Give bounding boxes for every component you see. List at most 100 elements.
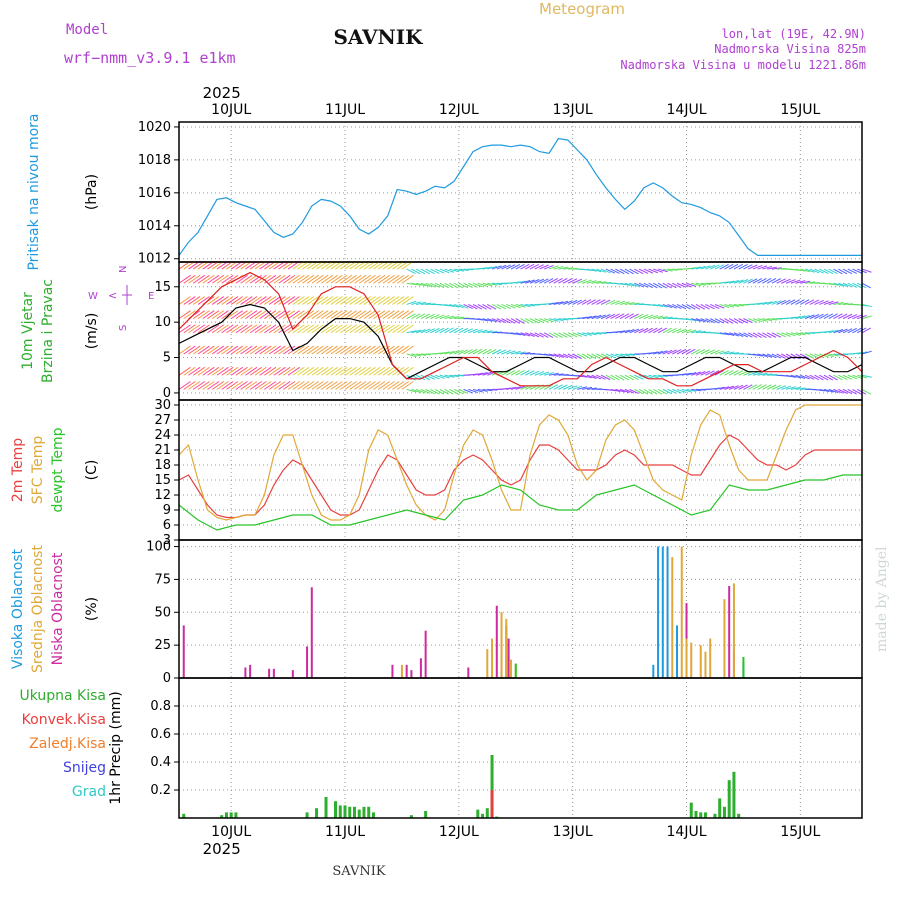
wind-barb [396,345,410,355]
panel-frame [178,399,863,541]
wind-barb [553,332,563,338]
wind-barb [667,268,678,271]
wind-barb [814,313,824,320]
wind-barb [838,268,848,275]
bar-precip-0 [409,815,413,818]
wind-barb [781,278,791,284]
wind-barb [733,370,744,376]
wind-barb [439,327,449,334]
wind-barb [852,268,862,274]
wind-barb [548,278,558,284]
wind-barb [667,303,678,309]
wind-barb [434,327,445,334]
wind-barb [373,381,386,390]
wind-barb [501,304,511,309]
wind-barb [800,314,810,320]
wind-barb [178,274,191,284]
wind-barb [463,282,473,289]
wind-barb [752,332,762,338]
wind-barb [392,324,405,334]
wind-barb [487,348,497,355]
wind-barb [330,274,343,284]
wind-barb [211,310,225,320]
wind-barb [634,328,644,334]
wind-barb [273,324,286,334]
wind-barb [842,328,853,334]
wind-barb [804,314,815,320]
bar-cloud-1 [690,642,693,678]
wind-barb [638,327,649,334]
wind-barb [577,374,588,378]
wind-barb [586,299,596,305]
wind-barb [207,381,220,390]
compass-w: W [88,291,98,302]
wind-barb [487,265,498,270]
wind-barb [306,324,319,334]
wind-barb [610,353,621,358]
wind-barb [439,374,450,379]
wind-barb [615,353,626,358]
bar-cloud-0 [467,667,470,678]
wind-barb [339,366,353,376]
wind-barb [458,282,468,289]
wind-barb [805,281,816,284]
wind-barb [729,303,740,307]
wind-barb [415,388,426,394]
wind-barb [767,318,778,321]
wind-barb [553,301,564,305]
wind-barb [278,274,291,284]
bar-precip-0 [371,812,375,818]
wind-barb [762,318,773,322]
wind-barb [449,282,459,289]
wind-barb [823,313,834,320]
wind-barb [828,388,839,394]
wind-barb [790,332,801,336]
bar-precip-0 [722,806,726,818]
wind-barb [828,374,838,381]
wind-barb [506,318,516,324]
wind-barb [567,278,578,284]
wind-barb [615,330,626,334]
wind-barb [620,353,630,357]
wind-barb [363,296,376,305]
wind-barb [216,345,229,355]
wind-barb [833,282,844,287]
wind-barb [230,366,244,376]
wind-barb [548,301,559,305]
wind-barb [691,304,701,310]
wind-barb [705,304,715,310]
wind-barb [747,384,758,390]
compass-s: S [118,325,129,331]
wind-barb [396,366,410,376]
wind-barb [335,324,348,334]
wind-barb [624,329,635,334]
wind-barb [747,264,758,270]
wind-barb [373,345,386,355]
bar-precip-0 [343,805,347,818]
wind-barb [586,374,597,379]
wind-barb [567,299,578,305]
day-tick-bottom: 10JUL [211,824,251,840]
wind-barb [572,278,583,284]
wind-barb [653,268,663,273]
bar-cloud-1 [505,618,508,678]
wind-barb [226,274,239,284]
wind-barb [387,324,400,334]
wind-barb [188,296,201,305]
wind-barb [691,282,702,287]
year-label-top: 2025 [203,84,241,102]
wind-barb [809,268,820,274]
bar-cloud-1 [723,599,726,678]
wind-barb [321,274,334,284]
wind-barb [396,296,410,305]
wind-barb [634,374,644,380]
wind-barb [515,351,526,355]
wind-barb [653,327,663,334]
wind-barb [392,381,405,390]
wind-barb [581,353,592,360]
wind-barb [430,374,440,380]
wind-barb [823,330,834,334]
wind-barb [714,350,725,355]
wind-barb [264,324,277,334]
wind-barb [197,324,210,334]
